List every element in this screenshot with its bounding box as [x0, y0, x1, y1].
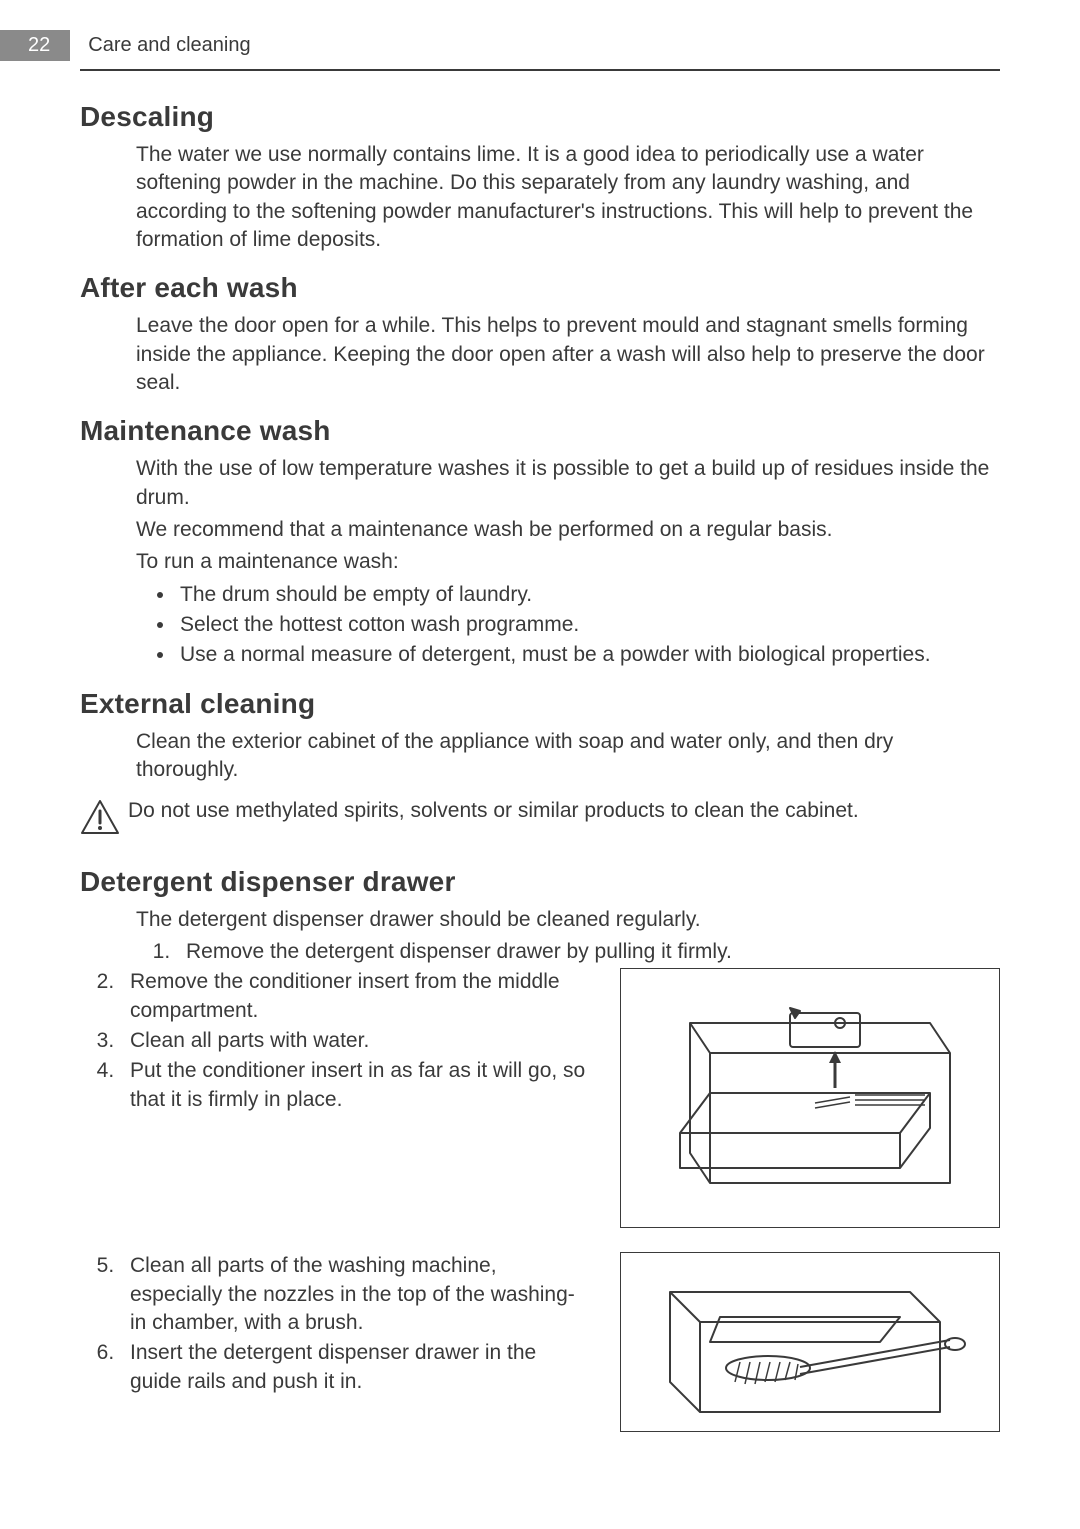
text-after-each-wash: Leave the door open for a while. This he…	[136, 312, 1000, 397]
list-item: Put the conditioner insert in as far as …	[120, 1057, 590, 1114]
maintenance-bullet-list: The drum should be empty of laundry. Sel…	[176, 581, 1000, 670]
heading-maintenance-wash: Maintenance wash	[80, 415, 1000, 447]
page-number: 22	[28, 34, 50, 56]
list-item: Select the hottest cotton wash programme…	[176, 611, 1000, 639]
list-item: Clean all parts of the washing machine, …	[120, 1252, 590, 1337]
warning-text: Do not use methylated spirits, solvents …	[128, 797, 1000, 825]
detergent-steps-list-3: Clean all parts of the washing machine, …	[120, 1252, 590, 1396]
text-maintenance-3: To run a maintenance wash:	[136, 548, 1000, 576]
list-item: Insert the detergent dispenser drawer in…	[120, 1339, 590, 1396]
brush-cleaning-illustration	[620, 1252, 1000, 1432]
detergent-drawer-remove-illustration	[620, 968, 1000, 1228]
text-external-cleaning: Clean the exterior cabinet of the applia…	[136, 728, 1000, 785]
warning-triangle-icon	[80, 797, 128, 840]
heading-detergent-drawer: Detergent dispenser drawer	[80, 866, 1000, 898]
page-header: 22 Care and cleaning	[80, 30, 1000, 71]
heading-after-each-wash: After each wash	[80, 272, 1000, 304]
list-item: Use a normal measure of detergent, must …	[176, 641, 1000, 669]
text-maintenance-1: With the use of low temperature washes i…	[136, 455, 1000, 512]
page-number-box: 22	[0, 30, 70, 61]
list-item: Clean all parts with water.	[120, 1027, 590, 1055]
header-section-label: Care and cleaning	[88, 34, 250, 57]
heading-external-cleaning: External cleaning	[80, 688, 1000, 720]
list-item: The drum should be empty of laundry.	[176, 581, 1000, 609]
detergent-steps-list-2: Remove the conditioner insert from the m…	[120, 968, 590, 1114]
text-descaling: The water we use normally contains lime.…	[136, 141, 1000, 254]
text-detergent-intro: The detergent dispenser drawer should be…	[136, 906, 1000, 934]
list-item: Remove the detergent dispenser drawer by…	[176, 938, 1000, 966]
text-maintenance-2: We recommend that a maintenance wash be …	[136, 516, 1000, 544]
warning-row: Do not use methylated spirits, solvents …	[80, 797, 1000, 840]
detergent-steps-list-1: Remove the detergent dispenser drawer by…	[176, 938, 1000, 966]
heading-descaling: Descaling	[80, 101, 1000, 133]
list-item: Remove the conditioner insert from the m…	[120, 968, 590, 1025]
